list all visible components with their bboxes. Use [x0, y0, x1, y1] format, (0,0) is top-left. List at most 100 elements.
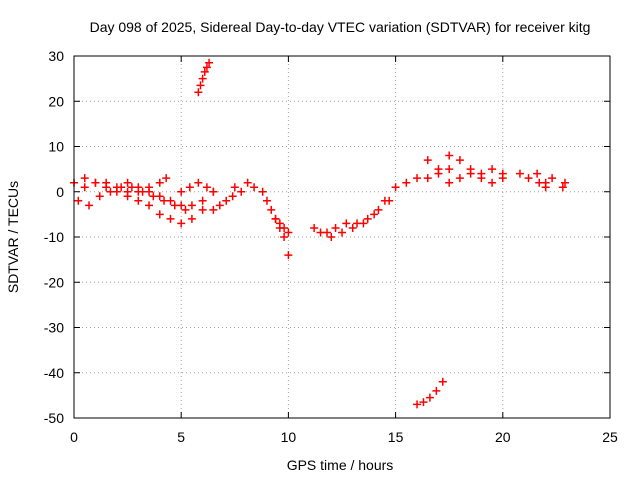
data-point — [438, 377, 447, 386]
y-tick-label: -50 — [44, 410, 64, 426]
x-tick-label: 5 — [177, 429, 185, 445]
chart-title: Day 098 of 2025, Sidereal Day-to-day VTE… — [90, 19, 591, 35]
data-point — [455, 174, 464, 183]
data-point — [155, 210, 164, 219]
data-point — [348, 223, 357, 232]
data-point — [243, 178, 252, 187]
data-point — [423, 156, 432, 165]
data-point — [200, 67, 209, 76]
data-point — [374, 205, 383, 214]
data-point — [533, 169, 542, 178]
data-point — [445, 151, 454, 160]
data-point — [80, 174, 89, 183]
data-point — [134, 183, 143, 192]
data-point — [258, 187, 267, 196]
data-point — [560, 178, 569, 187]
data-point — [134, 196, 143, 205]
data-point — [228, 192, 237, 201]
data-point — [166, 214, 175, 223]
data-point — [370, 210, 379, 219]
data-point — [123, 187, 132, 196]
data-point — [91, 178, 100, 187]
data-point — [331, 223, 340, 232]
data-point — [432, 386, 441, 395]
data-point — [112, 183, 121, 192]
y-tick-label: 20 — [48, 93, 64, 109]
y-tick-label: 30 — [48, 48, 64, 64]
data-point — [198, 196, 207, 205]
y-tick-label: 0 — [56, 184, 64, 200]
data-point — [391, 183, 400, 192]
data-point — [205, 58, 214, 67]
data-point — [524, 174, 533, 183]
data-point — [322, 228, 331, 237]
data-point — [166, 196, 175, 205]
data-point — [155, 178, 164, 187]
y-tick-label: -30 — [44, 320, 64, 336]
x-axis-label: GPS time / hours — [287, 457, 394, 473]
data-point — [284, 228, 293, 237]
y-axis-label: SDTVAR / TECUs — [5, 181, 21, 293]
data-point — [535, 178, 544, 187]
data-point — [194, 88, 203, 97]
data-point — [202, 63, 211, 72]
x-tick-label: 20 — [495, 429, 511, 445]
data-point — [187, 214, 196, 223]
y-tick-label: 10 — [48, 139, 64, 155]
y-tick-label: -10 — [44, 229, 64, 245]
data-point — [155, 192, 164, 201]
data-point — [419, 398, 428, 407]
data-point — [230, 183, 239, 192]
data-point — [145, 201, 154, 210]
data-point — [445, 178, 454, 187]
data-point — [423, 174, 432, 183]
data-point — [209, 187, 218, 196]
data-point — [363, 214, 372, 223]
data-point — [123, 178, 132, 187]
data-point — [80, 183, 89, 192]
data-point — [187, 201, 196, 210]
data-point — [85, 201, 94, 210]
data-point — [477, 174, 486, 183]
data-point — [280, 233, 289, 241]
data-point — [280, 223, 289, 232]
data-point — [284, 251, 293, 260]
data-point — [353, 219, 362, 228]
data-point — [488, 165, 497, 174]
data-point — [488, 178, 497, 187]
data-point — [177, 219, 186, 228]
data-point — [209, 205, 218, 214]
data-point — [177, 187, 186, 196]
data-point — [434, 165, 443, 174]
data-point — [455, 156, 464, 165]
data-point — [106, 187, 115, 196]
data-point — [202, 183, 211, 192]
data-point — [310, 223, 319, 232]
data-point — [237, 187, 246, 196]
data-point — [177, 201, 186, 210]
data-point — [267, 205, 276, 214]
data-point — [194, 178, 203, 187]
data-point — [250, 183, 259, 192]
data-point — [425, 393, 434, 402]
data-point — [445, 165, 454, 174]
grid — [74, 56, 610, 418]
data-point — [541, 183, 550, 192]
data-point — [196, 81, 205, 90]
x-tick-label: 10 — [281, 429, 297, 445]
data-point — [95, 192, 104, 201]
data-point — [198, 205, 207, 214]
data-point — [275, 219, 284, 228]
y-tick-label: -20 — [44, 274, 64, 290]
data-point — [102, 178, 111, 187]
data-point — [181, 205, 190, 214]
data-point — [515, 169, 524, 178]
y-tick-label: -40 — [44, 365, 64, 381]
data-point — [262, 196, 271, 205]
data-point — [271, 214, 280, 223]
data-point — [385, 196, 394, 205]
data-point — [327, 233, 336, 241]
x-tick-label: 0 — [70, 429, 78, 445]
data-point — [145, 187, 154, 196]
